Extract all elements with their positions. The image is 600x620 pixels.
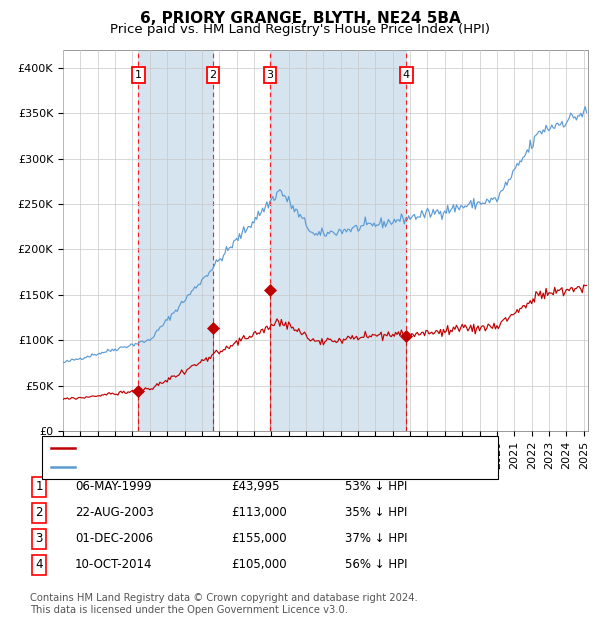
Text: 6, PRIORY GRANGE, BLYTH, NE24 5BA (detached house): 6, PRIORY GRANGE, BLYTH, NE24 5BA (detac…	[78, 442, 406, 455]
Text: £105,000: £105,000	[231, 559, 287, 571]
Text: Price paid vs. HM Land Registry's House Price Index (HPI): Price paid vs. HM Land Registry's House …	[110, 23, 490, 36]
Text: 2: 2	[209, 70, 217, 80]
Text: £43,995: £43,995	[231, 480, 280, 493]
Text: 6, PRIORY GRANGE, BLYTH, NE24 5BA: 6, PRIORY GRANGE, BLYTH, NE24 5BA	[140, 11, 460, 26]
Text: 37% ↓ HPI: 37% ↓ HPI	[345, 533, 407, 545]
Text: 06-MAY-1999: 06-MAY-1999	[75, 480, 152, 493]
Text: 3: 3	[266, 70, 274, 80]
Text: 2: 2	[35, 507, 43, 519]
Text: 1: 1	[35, 480, 43, 493]
Bar	[139, 50, 213, 431]
Bar	[270, 50, 406, 431]
Text: 22-AUG-2003: 22-AUG-2003	[75, 507, 154, 519]
Text: £113,000: £113,000	[231, 507, 287, 519]
Text: 3: 3	[35, 533, 43, 545]
Text: 4: 4	[35, 559, 43, 571]
Text: 1: 1	[135, 70, 142, 80]
Text: £155,000: £155,000	[231, 533, 287, 545]
Text: Contains HM Land Registry data © Crown copyright and database right 2024.
This d: Contains HM Land Registry data © Crown c…	[30, 593, 418, 615]
Text: 53% ↓ HPI: 53% ↓ HPI	[345, 480, 407, 493]
Text: 01-DEC-2006: 01-DEC-2006	[75, 533, 153, 545]
Text: 4: 4	[403, 70, 410, 80]
Text: HPI: Average price, detached house, Northumberland: HPI: Average price, detached house, Nort…	[78, 460, 394, 473]
Text: 35% ↓ HPI: 35% ↓ HPI	[345, 507, 407, 519]
Text: 10-OCT-2014: 10-OCT-2014	[75, 559, 152, 571]
Text: 56% ↓ HPI: 56% ↓ HPI	[345, 559, 407, 571]
